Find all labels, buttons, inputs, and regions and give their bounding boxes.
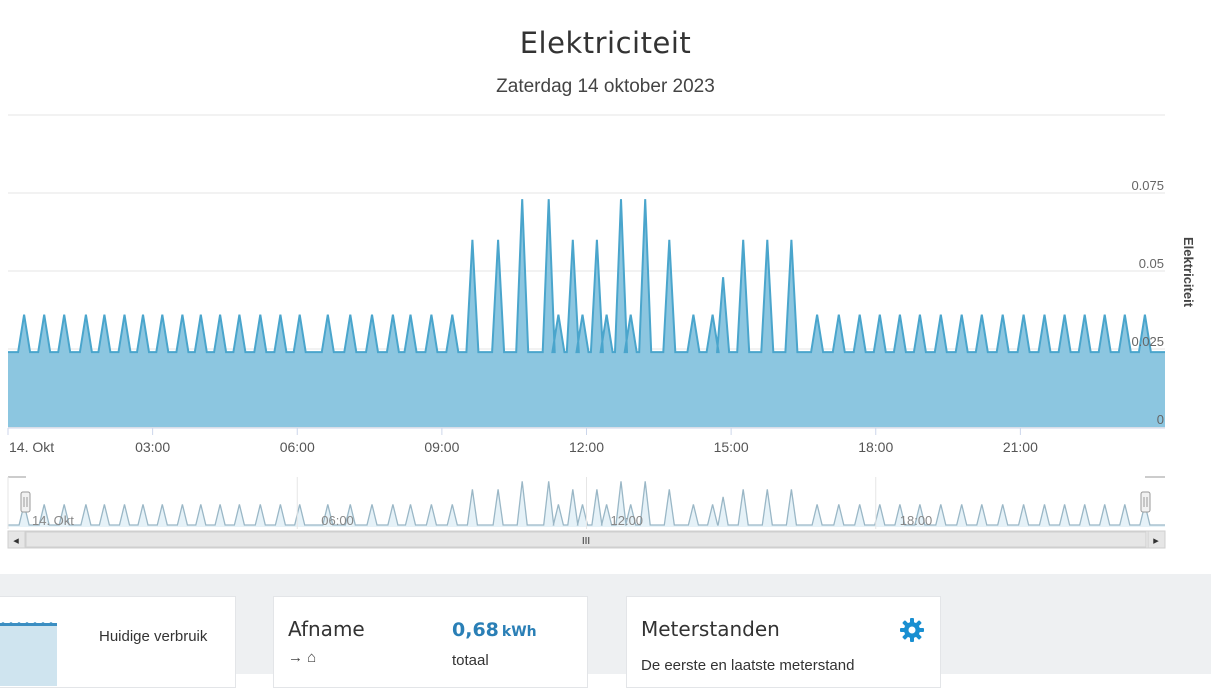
- x-tick-label: 09:00: [424, 439, 459, 455]
- x-tick-label: 14. Okt: [9, 439, 54, 455]
- navigator-tick-label: 06:00: [321, 513, 354, 528]
- x-tick-label: 18:00: [858, 439, 893, 455]
- scrollbar-grip: III: [582, 536, 590, 547]
- navigator[interactable]: 14. Okt 06:00 12:00 18:00: [8, 477, 1165, 529]
- x-tick-label: 12:00: [569, 439, 604, 455]
- offtake-heading: Afname: [288, 617, 365, 641]
- y-axis-label: Elektriciteit: [1181, 237, 1196, 308]
- gear-icon[interactable]: [899, 617, 925, 643]
- y-tick-label: 0.05: [1139, 256, 1164, 271]
- x-tick-label: 21:00: [1003, 439, 1038, 455]
- consumption-label: Huidige verbruik: [99, 623, 219, 650]
- x-tick-label: 06:00: [280, 439, 315, 455]
- series-area: [8, 199, 1165, 427]
- offtake-total-label: totaal: [452, 652, 489, 669]
- navigator-tick-label: 18:00: [900, 513, 933, 528]
- consumption-mini-graph: [0, 623, 57, 686]
- meters-card[interactable]: Meterstanden De eerste en laatste meters…: [626, 596, 941, 688]
- offtake-number: 0,68: [452, 619, 499, 641]
- scrollbar[interactable]: ◂ III ▸: [8, 531, 1165, 548]
- main-chart[interactable]: 14. Okt 03:00 06:00 09:00 12:00 15:00 18:00 21:…: [0, 0, 1211, 560]
- navigator-tick-label: 12:00: [611, 513, 644, 528]
- arrow-home-icon: → ⌂: [288, 649, 316, 666]
- meters-description: De eerste en laatste meterstand: [641, 657, 854, 674]
- chart-series: [8, 199, 1165, 427]
- x-axis: 14. Okt 03:00 06:00 09:00 12:00 15:00 18:00 21:…: [8, 428, 1165, 455]
- navigator-handle-right[interactable]: [1141, 492, 1150, 512]
- meters-heading: Meterstanden: [641, 617, 780, 641]
- scroll-right-icon: ▸: [1153, 535, 1159, 547]
- y-tick-label: 0.025: [1131, 334, 1164, 349]
- x-tick-label: 15:00: [714, 439, 749, 455]
- consumption-card[interactable]: Huidige verbruik: [0, 596, 236, 688]
- navigator-handle-left[interactable]: [21, 492, 30, 512]
- navigator-tick-label: 14. Okt: [32, 513, 74, 528]
- y-tick-label: 0.075: [1131, 178, 1164, 193]
- y-tick-label: 0: [1157, 412, 1164, 427]
- x-tick-label: 03:00: [135, 439, 170, 455]
- offtake-unit: kWh: [502, 624, 537, 640]
- scroll-left-icon: ◂: [13, 535, 19, 547]
